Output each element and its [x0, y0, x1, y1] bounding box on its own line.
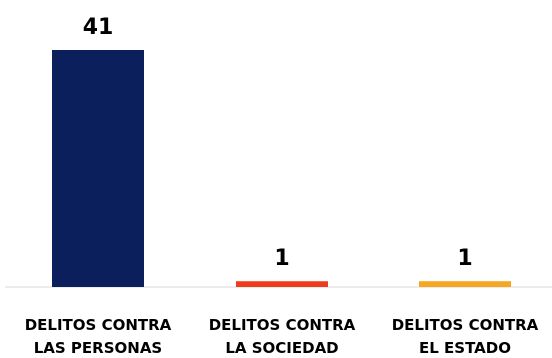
- category-label-2-line-1: EL ESTADO: [419, 339, 511, 357]
- bar-0: [52, 50, 144, 287]
- category-label-0-line-1: LAS PERSONAS: [34, 339, 163, 357]
- category-label-1-line-1: LA SOCIEDAD: [225, 339, 338, 357]
- data-label-2: 1: [457, 246, 472, 271]
- bar-1: [236, 281, 328, 287]
- bars-group: [52, 50, 511, 287]
- data-label-1: 1: [274, 246, 289, 271]
- category-label-0-line-0: DELITOS CONTRA: [25, 316, 172, 334]
- value-labels-group: 41 1 1: [83, 15, 473, 271]
- category-label-1-line-0: DELITOS CONTRA: [209, 316, 356, 334]
- category-label-2-line-0: DELITOS CONTRA: [392, 316, 539, 334]
- bar-2: [419, 281, 511, 287]
- data-label-0: 41: [83, 15, 114, 40]
- category-labels-group: DELITOS CONTRA LAS PERSONAS DELITOS CONTRA…: [25, 316, 539, 357]
